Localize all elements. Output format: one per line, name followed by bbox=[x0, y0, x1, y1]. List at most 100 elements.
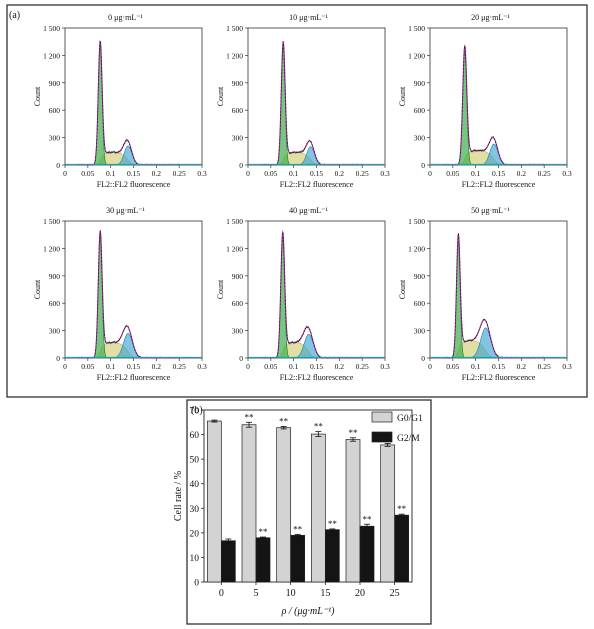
x-tick-label: 0.2 bbox=[335, 362, 345, 371]
panel-b-label: (b) bbox=[191, 405, 203, 416]
significance-marker: ** bbox=[363, 514, 373, 524]
y-tick-label: 0 bbox=[239, 161, 243, 170]
x-tick-label: 0.1 bbox=[471, 169, 481, 178]
y-tick-label: 1 200 bbox=[43, 244, 60, 253]
panel-title: 40 μg·mL⁻¹ bbox=[289, 206, 328, 215]
histogram-panel: 40 μg·mL⁻¹ 0 300 600 900 1 200 1 500 0 0.05 0.1 0.… bbox=[216, 206, 390, 382]
y-axis-label: Count bbox=[216, 86, 225, 106]
panel-b-frame bbox=[186, 399, 432, 625]
y-tick-label: 900 bbox=[414, 79, 426, 88]
y-tick-label: 900 bbox=[49, 79, 61, 88]
significance-marker: ** bbox=[259, 527, 269, 537]
x-tick-label: 0 bbox=[428, 169, 432, 178]
plot-frame bbox=[429, 27, 568, 166]
y-tick-label: 70 bbox=[190, 407, 200, 417]
x-tick-label: 0 bbox=[246, 169, 250, 178]
y-tick-label: 300 bbox=[49, 327, 61, 336]
histogram-panel: 50 μg·mL⁻¹ 0 300 600 900 1 200 1 500 0 0.05 0.1 0.… bbox=[398, 206, 572, 382]
y-tick-label: 600 bbox=[232, 106, 244, 115]
y-tick-label: 0 bbox=[421, 161, 425, 170]
x-tick-label: 0.3 bbox=[380, 169, 390, 178]
y-tick-label: 0 bbox=[421, 354, 425, 363]
bar-g2m bbox=[290, 534, 306, 583]
y-tick-label: 40 bbox=[190, 480, 200, 490]
y-tick-label: 1 200 bbox=[43, 51, 60, 60]
y-tick-label: 900 bbox=[232, 79, 244, 88]
bar-g0g1 bbox=[206, 420, 222, 583]
y-tick-label: 300 bbox=[49, 134, 61, 143]
y-axis-label: Cell rate / % bbox=[173, 471, 184, 521]
y-tick-label: 1 200 bbox=[226, 244, 243, 253]
significance-marker: ** bbox=[293, 524, 303, 534]
bar-g2m bbox=[324, 529, 340, 583]
x-tick-label: 0.05 bbox=[446, 169, 459, 178]
x-tick-label: 0.25 bbox=[538, 362, 551, 371]
x-tick-label: 0.25 bbox=[538, 169, 551, 178]
bar-chart: (b) 0 10 20 30 40 50 60 70 Cell rate / % 0 5 ** ** 10 *… bbox=[173, 399, 432, 625]
y-tick-label: 10 bbox=[190, 554, 200, 564]
y-tick-label: 1 200 bbox=[226, 51, 243, 60]
x-tick-label: 0 bbox=[246, 362, 250, 371]
histogram-panel: 10 μg·mL⁻¹ 0 300 600 900 1 200 1 500 0 0.05 0.1 0.… bbox=[216, 13, 390, 189]
bar-plot-frame bbox=[203, 409, 413, 583]
panel-title: 10 μg·mL⁻¹ bbox=[289, 13, 328, 22]
x-tick-label: 0.15 bbox=[310, 362, 323, 371]
x-tick-label: 25 bbox=[390, 588, 400, 599]
x-tick-label: 0.2 bbox=[152, 362, 162, 371]
x-tick-label: 0.25 bbox=[356, 169, 369, 178]
x-tick-label: 0.15 bbox=[310, 169, 323, 178]
plot-frame bbox=[247, 27, 386, 166]
y-tick-label: 1 500 bbox=[43, 24, 60, 33]
legend-swatch bbox=[371, 411, 393, 423]
significance-marker: ** bbox=[314, 422, 324, 432]
x-tick-label: 15 bbox=[320, 588, 330, 599]
panel-title: 0 μg·mL⁻¹ bbox=[108, 13, 143, 22]
x-tick-label: 0.15 bbox=[492, 169, 505, 178]
x-tick-label: 0.2 bbox=[335, 169, 345, 178]
y-tick-label: 0 bbox=[56, 354, 60, 363]
y-tick-label: 30 bbox=[190, 505, 200, 515]
y-tick-label: 1 500 bbox=[408, 217, 425, 226]
x-tick-label: 0.05 bbox=[81, 362, 94, 371]
bar-g0g1 bbox=[241, 424, 257, 583]
y-axis-label: Count bbox=[398, 279, 407, 299]
x-tick-label: 0.15 bbox=[127, 169, 140, 178]
x-tick-label: 0.15 bbox=[127, 362, 140, 371]
bar-g2m bbox=[394, 514, 410, 583]
x-tick-label: 0.3 bbox=[562, 362, 572, 371]
y-tick-label: 300 bbox=[232, 327, 244, 336]
bar-g0g1 bbox=[380, 444, 396, 583]
y-tick-label: 1 200 bbox=[408, 51, 425, 60]
legend-swatch bbox=[371, 431, 393, 443]
y-tick-label: 1 500 bbox=[226, 24, 243, 33]
y-tick-label: 1 500 bbox=[226, 217, 243, 226]
significance-marker: ** bbox=[397, 504, 407, 514]
x-tick-label: 0.1 bbox=[106, 362, 116, 371]
legend-label: G2/M bbox=[397, 434, 420, 444]
y-tick-label: 900 bbox=[232, 272, 244, 281]
y-tick-label: 300 bbox=[414, 134, 426, 143]
x-tick-label: 0.15 bbox=[492, 362, 505, 371]
y-tick-label: 0 bbox=[239, 354, 243, 363]
x-tick-label: 10 bbox=[286, 588, 296, 599]
significance-marker: ** bbox=[349, 428, 359, 438]
x-tick-label: 0.3 bbox=[562, 169, 572, 178]
bar-g0g1 bbox=[276, 427, 292, 583]
plot-frame bbox=[429, 220, 568, 359]
y-tick-label: 0 bbox=[56, 161, 60, 170]
x-tick-label: 0.1 bbox=[289, 362, 299, 371]
panel-a-frame bbox=[6, 4, 588, 398]
y-axis-label: Count bbox=[216, 279, 225, 299]
significance-marker: ** bbox=[279, 416, 289, 426]
x-tick-label: 0.25 bbox=[173, 169, 186, 178]
bar-g0g1 bbox=[310, 433, 326, 583]
y-tick-label: 50 bbox=[190, 456, 200, 466]
x-axis-label: FL2::FL2 fluorescence bbox=[280, 180, 354, 189]
x-tick-label: 0.05 bbox=[446, 362, 459, 371]
y-tick-label: 600 bbox=[414, 106, 426, 115]
y-axis-label: Count bbox=[33, 86, 42, 106]
x-tick-label: 0 bbox=[219, 588, 224, 599]
y-tick-label: 900 bbox=[414, 272, 426, 281]
bar-g2m bbox=[220, 540, 236, 583]
significance-marker: ** bbox=[328, 519, 338, 529]
